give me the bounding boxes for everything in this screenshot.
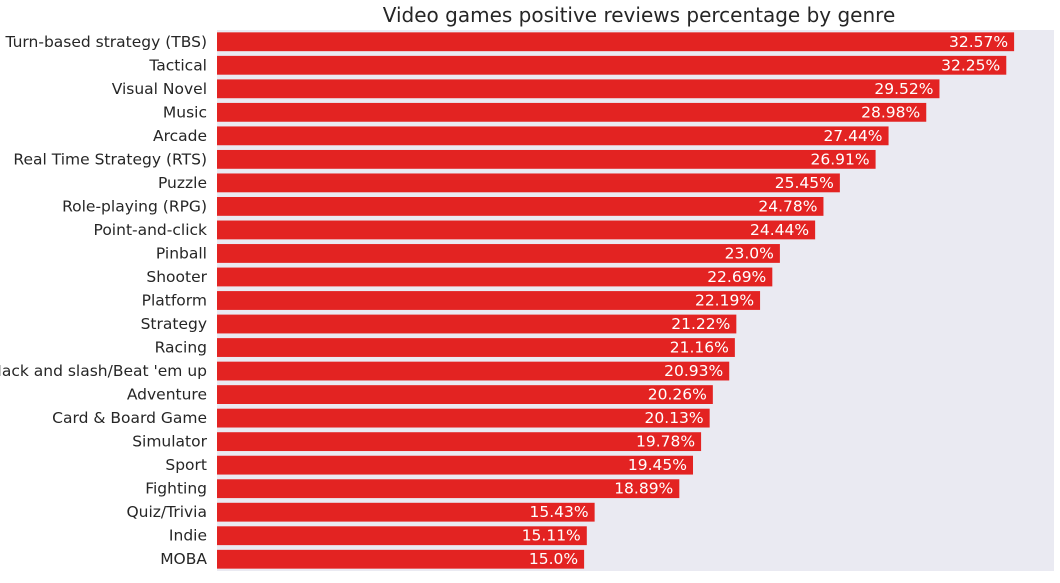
category-label: Role-playing (RPG): [62, 197, 207, 215]
bar: [217, 173, 840, 193]
value-label: 23.0%: [725, 244, 774, 262]
bar: [217, 267, 773, 287]
category-label: Tactical: [148, 56, 207, 74]
value-label: 19.45%: [628, 456, 687, 474]
value-label: 24.78%: [758, 197, 817, 215]
bar: [217, 502, 595, 522]
chart-title: Video games positive reviews percentage …: [383, 3, 896, 27]
value-label: 28.98%: [861, 103, 920, 121]
bar: [217, 549, 585, 569]
bar: [217, 32, 1015, 52]
category-label: MOBA: [160, 550, 207, 568]
value-label: 32.57%: [949, 33, 1008, 51]
bar: [217, 55, 1007, 75]
value-label: 15.43%: [530, 503, 589, 521]
bar: [217, 479, 680, 499]
bar: [217, 149, 876, 169]
value-label: 19.78%: [636, 433, 695, 451]
bar: [217, 408, 710, 428]
category-label: Strategy: [141, 315, 207, 333]
category-label: Pinball: [156, 244, 207, 262]
value-label: 26.91%: [810, 150, 869, 168]
bar: [217, 220, 816, 240]
category-label: Racing: [155, 339, 207, 357]
value-label: 29.52%: [874, 80, 933, 98]
bar: [217, 102, 927, 122]
category-label: Hack and slash/Beat 'em up: [0, 362, 207, 380]
value-label: 20.26%: [648, 386, 707, 404]
category-label: Music: [163, 103, 207, 121]
value-label: 15.11%: [522, 527, 581, 545]
category-label: Indie: [169, 527, 207, 545]
bar: [217, 197, 824, 216]
category-label: Point-and-click: [94, 221, 207, 239]
bar: [217, 314, 737, 334]
category-label: Adventure: [127, 386, 207, 404]
value-label: 25.45%: [775, 174, 834, 192]
category-label: Sport: [165, 456, 207, 474]
value-label: 27.44%: [823, 127, 882, 145]
category-label: Arcade: [153, 127, 207, 145]
bar: [217, 526, 587, 546]
bar: [217, 432, 702, 452]
bar: [217, 338, 735, 357]
bar: [217, 126, 889, 146]
bar: [217, 291, 761, 310]
value-label: 15.0%: [529, 550, 578, 568]
bar: [217, 361, 730, 381]
value-label: 21.22%: [671, 315, 730, 333]
value-labels: 32.57% 32.25% 29.52% 28.98% 27.44% 26.91% 25.4…: [522, 33, 1008, 568]
category-label: Card & Board Game: [52, 409, 207, 427]
value-label: 21.16%: [670, 339, 729, 357]
value-label: 22.69%: [707, 268, 766, 286]
category-label: Real Time Strategy (RTS): [13, 150, 207, 168]
bar: [217, 455, 694, 475]
value-label: 18.89%: [614, 480, 673, 498]
category-label: Puzzle: [158, 174, 207, 192]
bar: [217, 244, 780, 263]
bars: [217, 32, 1015, 569]
category-label: Shooter: [146, 268, 207, 286]
bar: [217, 385, 713, 404]
category-label: Visual Novel: [112, 80, 207, 98]
category-label: Platform: [142, 292, 207, 310]
category-label: Fighting: [145, 480, 207, 498]
category-label: Simulator: [132, 433, 207, 451]
value-label: 22.19%: [695, 292, 754, 310]
value-label: 32.25%: [941, 56, 1000, 74]
category-label: Turn-based strategy (TBS): [4, 33, 207, 51]
category-label: Quiz/Trivia: [126, 503, 207, 521]
category-labels: Turn-based strategy (TBS) Tactical Visual …: [0, 33, 208, 568]
bar: [217, 79, 940, 99]
value-label: 20.13%: [645, 409, 704, 427]
value-label: 20.93%: [664, 362, 723, 380]
value-label: 24.44%: [750, 221, 809, 239]
